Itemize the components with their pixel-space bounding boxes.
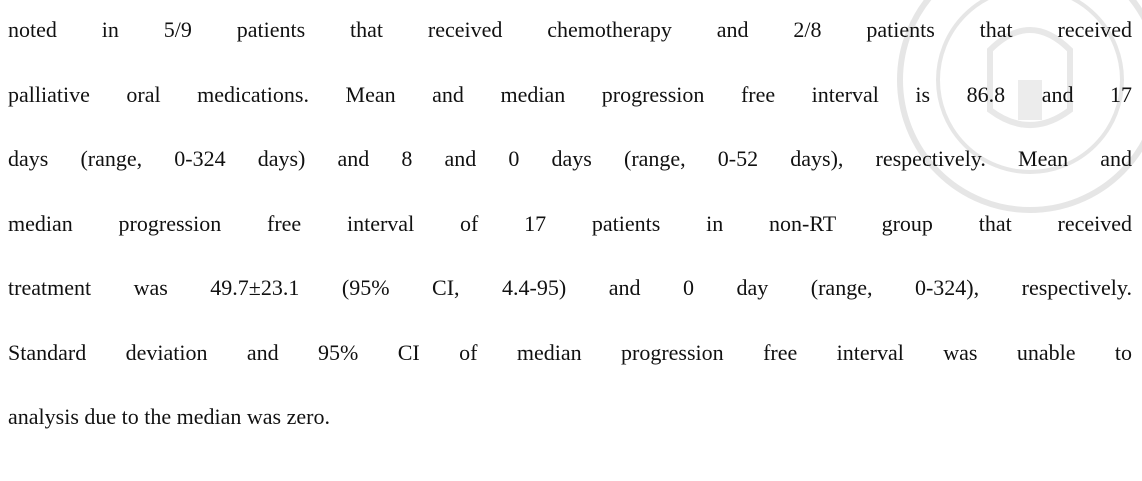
text-block: noted in 5/9 patients that received chem… (8, 0, 1132, 481)
text-line: days (range, 0-324 days) and 8 and 0 day… (8, 146, 1132, 171)
text-line: noted in 5/9 patients that received chem… (8, 17, 1132, 42)
text-line: palliative oral medications. Mean and me… (8, 81, 1132, 107)
text-line: Standard deviation and 95% CI of median … (8, 339, 1132, 365)
watermark-seal (897, 0, 1142, 213)
text-line: analysis due to the median was zero. (8, 404, 330, 429)
text-line: treatment was 49.7±23.1 (95% CI, 4.4-95)… (8, 275, 1132, 300)
text-line: median progression free interval of 17 p… (8, 210, 1132, 236)
